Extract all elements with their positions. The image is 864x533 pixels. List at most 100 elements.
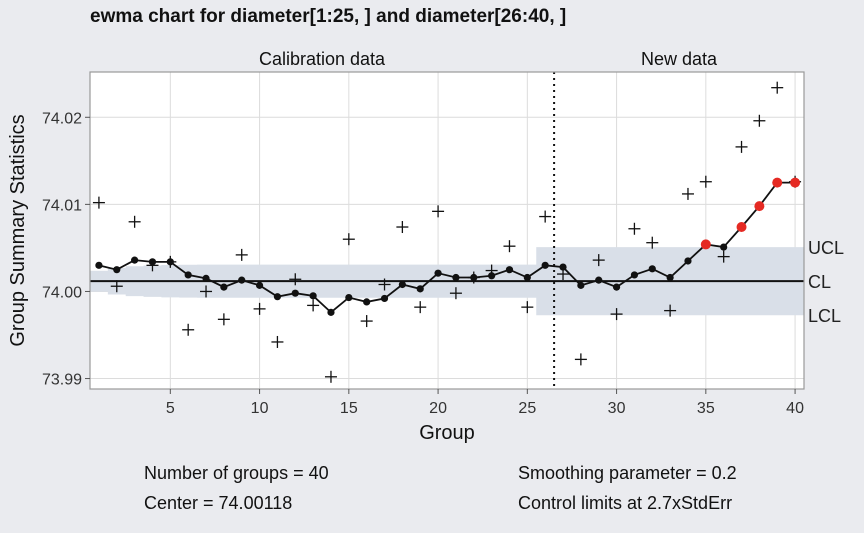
plot-border bbox=[89, 71, 805, 390]
y-tick-label: 74.02 bbox=[42, 110, 82, 127]
ewma-point bbox=[666, 273, 674, 282]
ewma-point bbox=[148, 258, 157, 266]
ewma-point-violation bbox=[754, 201, 765, 212]
ewma-point bbox=[202, 274, 210, 282]
ewma-point bbox=[577, 281, 585, 289]
ewma-point bbox=[559, 263, 567, 271]
stat-point bbox=[253, 302, 266, 315]
stat-point bbox=[182, 323, 195, 336]
stat-point bbox=[735, 140, 748, 153]
ewma-point bbox=[452, 273, 460, 282]
ewma-point bbox=[470, 273, 478, 282]
y-tick-label: 74.00 bbox=[42, 284, 82, 301]
lcl-label: LCL bbox=[808, 306, 841, 326]
stat-point bbox=[628, 222, 641, 235]
smoothing-parameter: Smoothing parameter = 0.2 bbox=[518, 463, 737, 483]
x-tick-label: 5 bbox=[166, 400, 175, 417]
ewma-line bbox=[98, 181, 796, 314]
ewma-point bbox=[505, 266, 514, 274]
ewma-point bbox=[113, 266, 121, 274]
stat-point bbox=[414, 301, 427, 314]
stat-point bbox=[217, 313, 230, 326]
stat-point bbox=[592, 254, 605, 267]
ewma-point bbox=[273, 293, 282, 301]
x-tick-label: 10 bbox=[251, 400, 269, 417]
stat-point bbox=[378, 278, 391, 291]
ewma-point bbox=[434, 269, 442, 277]
ewma-point-violation bbox=[700, 239, 711, 250]
x-tick-label: 15 bbox=[340, 400, 358, 417]
ewma-point bbox=[255, 281, 264, 289]
x-tick-label: 25 bbox=[518, 400, 536, 417]
ewma-point bbox=[345, 293, 353, 302]
ewma-point bbox=[595, 276, 603, 284]
stat-point bbox=[92, 196, 105, 209]
x-tick-label: 30 bbox=[608, 400, 626, 417]
stat-point bbox=[664, 304, 677, 317]
chart-title: ewma chart for diameter[1:25, ] and diam… bbox=[90, 6, 567, 27]
y-axis-title: Group Summary Statistics bbox=[7, 114, 29, 346]
stat-point bbox=[342, 233, 355, 246]
center-value: Center = 74.00118 bbox=[144, 493, 293, 513]
cl-label: CL bbox=[808, 272, 831, 292]
x-axis-title: Group bbox=[419, 422, 475, 444]
ewma-point bbox=[327, 308, 335, 316]
ewma-point-violation bbox=[790, 177, 801, 188]
ewma-point bbox=[291, 289, 299, 297]
section-label: New data bbox=[641, 49, 718, 69]
stat-point bbox=[200, 285, 213, 298]
stat-point bbox=[574, 353, 587, 366]
ewma-point bbox=[95, 261, 103, 269]
ewma-point bbox=[131, 256, 139, 264]
ewma-point bbox=[720, 243, 728, 251]
number-of-groups: Number of groups = 40 bbox=[144, 463, 329, 483]
ewma-point-violation bbox=[772, 177, 783, 188]
y-tick-label: 73.99 bbox=[42, 372, 82, 389]
ucl-label: UCL bbox=[808, 238, 844, 258]
stat-point bbox=[289, 273, 302, 286]
stat-point bbox=[771, 81, 784, 94]
x-tick-label: 35 bbox=[697, 400, 715, 417]
stat-point bbox=[128, 215, 141, 228]
stat-point bbox=[753, 114, 766, 127]
ewma-point bbox=[363, 298, 371, 306]
ewma-point bbox=[630, 271, 639, 279]
ewma-point bbox=[184, 271, 192, 279]
stat-point bbox=[539, 210, 552, 223]
ewma-point bbox=[416, 285, 424, 293]
ewma-point bbox=[380, 294, 389, 303]
y-tick-label: 74.01 bbox=[42, 197, 82, 214]
stat-point bbox=[699, 175, 712, 188]
ewma-point bbox=[488, 272, 496, 280]
ewma-point bbox=[398, 280, 406, 289]
stat-point bbox=[324, 370, 337, 383]
control-limits: Control limits at 2.7xStdErr bbox=[518, 493, 733, 513]
ewma-point bbox=[166, 258, 174, 266]
stat-point bbox=[681, 187, 694, 200]
ewma-point bbox=[220, 283, 228, 291]
stat-point bbox=[610, 308, 623, 321]
ewma-point bbox=[612, 283, 621, 291]
stat-point bbox=[307, 299, 320, 312]
stat-point bbox=[271, 335, 284, 348]
ewma-point bbox=[684, 257, 692, 265]
stat-point bbox=[360, 315, 373, 328]
stat-point bbox=[396, 221, 409, 234]
ewma-point bbox=[238, 276, 246, 284]
x-tick-label: 40 bbox=[786, 400, 804, 417]
section-label: Calibration data bbox=[259, 49, 386, 69]
ewma-point-violation bbox=[736, 222, 747, 233]
stat-point bbox=[503, 240, 516, 253]
stat-point bbox=[717, 250, 730, 263]
stat-point bbox=[646, 236, 659, 249]
x-tick-label: 20 bbox=[429, 400, 447, 417]
ewma-point bbox=[523, 273, 531, 282]
stat-point bbox=[432, 205, 445, 218]
ewma-point bbox=[541, 261, 549, 269]
ewma-point bbox=[648, 265, 656, 273]
ewma-point bbox=[309, 292, 317, 300]
stat-point bbox=[110, 280, 123, 293]
stat-point bbox=[235, 248, 248, 261]
stat-point bbox=[449, 287, 462, 300]
